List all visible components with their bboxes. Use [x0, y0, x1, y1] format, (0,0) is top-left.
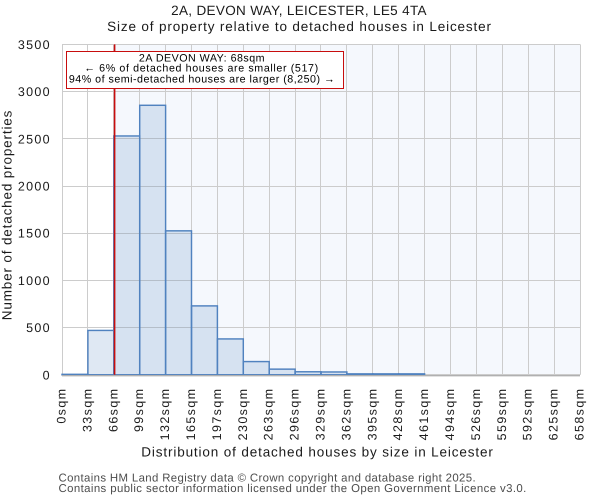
svg-text:559sqm: 559sqm: [495, 388, 509, 441]
svg-text:165sqm: 165sqm: [184, 388, 198, 441]
svg-text:Number of detached properties: Number of detached properties: [0, 110, 15, 320]
svg-text:625sqm: 625sqm: [547, 388, 561, 441]
svg-text:296sqm: 296sqm: [288, 388, 302, 441]
svg-text:1000: 1000: [18, 274, 51, 288]
svg-text:395sqm: 395sqm: [365, 388, 379, 441]
svg-text:494sqm: 494sqm: [443, 388, 457, 441]
svg-text:2000: 2000: [18, 180, 51, 194]
svg-text:Contains HM Land Registry data: Contains HM Land Registry data © Crown c…: [59, 473, 476, 485]
svg-text:66sqm: 66sqm: [106, 388, 120, 433]
svg-text:592sqm: 592sqm: [521, 388, 535, 441]
svg-text:132sqm: 132sqm: [158, 388, 172, 441]
svg-text:329sqm: 329sqm: [314, 388, 328, 441]
svg-text:500: 500: [26, 321, 51, 335]
svg-text:263sqm: 263sqm: [262, 388, 276, 441]
svg-text:Distribution of detached house: Distribution of detached houses by size …: [141, 445, 493, 460]
svg-text:461sqm: 461sqm: [417, 388, 431, 441]
svg-text:1500: 1500: [18, 227, 51, 241]
svg-text:658sqm: 658sqm: [573, 388, 587, 441]
svg-text:2A DEVON WAY: 68sqm: 2A DEVON WAY: 68sqm: [139, 53, 265, 65]
svg-text:526sqm: 526sqm: [469, 388, 483, 441]
svg-text:3000: 3000: [18, 85, 51, 99]
svg-text:Contains public sector informa: Contains public sector information licen…: [59, 483, 527, 495]
svg-text:33sqm: 33sqm: [80, 388, 94, 433]
svg-text:197sqm: 197sqm: [210, 388, 224, 441]
svg-text:99sqm: 99sqm: [132, 388, 146, 433]
svg-text:Size of property relative to d: Size of property relative to detached ho…: [107, 19, 492, 34]
svg-text:230sqm: 230sqm: [236, 388, 250, 441]
svg-text:2500: 2500: [18, 132, 51, 146]
svg-text:362sqm: 362sqm: [339, 388, 353, 441]
svg-text:94% of semi-detached houses ar: 94% of semi-detached houses are larger (…: [69, 73, 335, 85]
svg-text:3500: 3500: [18, 38, 51, 52]
svg-text:2A, DEVON WAY, LEICESTER, LE5: 2A, DEVON WAY, LEICESTER, LE5 4TA: [171, 3, 427, 18]
svg-text:← 6% of detached houses are sm: ← 6% of detached houses are smaller (517…: [84, 63, 319, 75]
svg-text:0: 0: [43, 368, 51, 382]
svg-text:428sqm: 428sqm: [391, 388, 405, 441]
svg-text:0sqm: 0sqm: [55, 388, 69, 424]
